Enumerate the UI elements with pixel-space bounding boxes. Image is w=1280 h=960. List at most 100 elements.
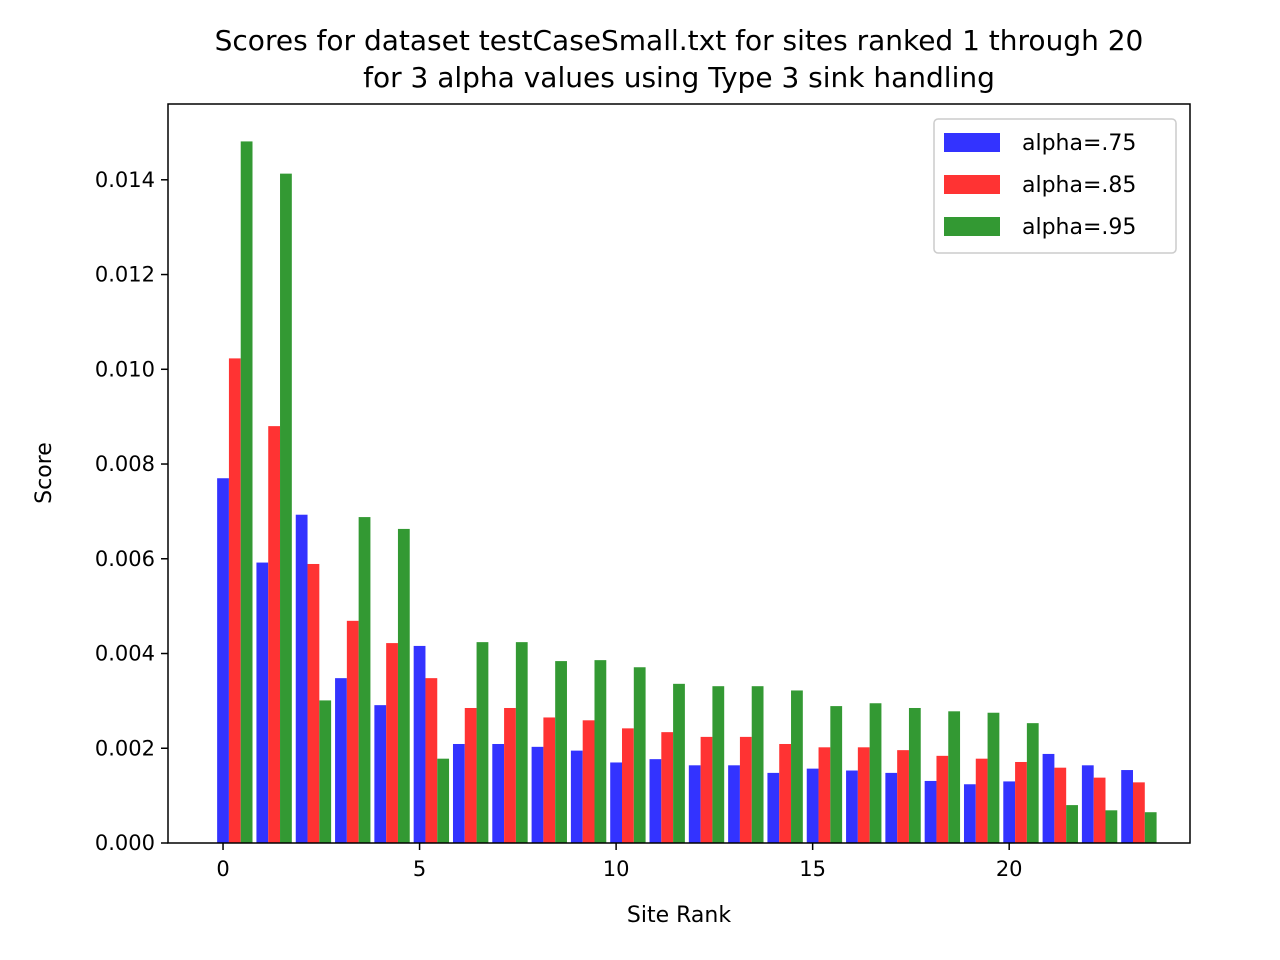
- bar-series-2-rank-20: [1015, 761, 1027, 843]
- bar-series-1-rank-17: [885, 772, 898, 843]
- bar-series-1-rank-1: [256, 562, 269, 843]
- bar-series-2-rank-16: [857, 747, 870, 843]
- legend-label-3: alpha=.95: [1022, 215, 1136, 240]
- bar-series-3-rank-14: [791, 690, 803, 843]
- bar-series-1-rank-19: [963, 784, 976, 843]
- y-tick-label: 0.002: [95, 736, 155, 760]
- bar-series-2-rank-23: [1133, 782, 1145, 843]
- bar-series-1-rank-7: [492, 743, 505, 843]
- bar-series-1-rank-15: [806, 768, 819, 843]
- x-tick-label: 10: [603, 857, 630, 881]
- bar-series-3-rank-0: [240, 141, 253, 844]
- bar-series-2-rank-12: [700, 736, 713, 843]
- y-tick-label: 0.012: [95, 263, 155, 287]
- bar-series-3-rank-19: [987, 712, 1000, 843]
- bar-series-2-rank-22: [1093, 777, 1106, 843]
- chart-title: Scores for dataset testCaseSmall.txt for…: [215, 24, 1144, 57]
- bar-series-1-rank-22: [1081, 765, 1094, 843]
- bar-series-3-rank-10: [633, 667, 646, 843]
- bar-series-1-rank-5: [413, 645, 426, 843]
- bar-series-3-rank-2: [319, 700, 332, 843]
- y-tick-label: 0.000: [95, 831, 155, 855]
- y-tick-label: 0.006: [95, 547, 155, 571]
- bar-series-2-rank-21: [1054, 767, 1067, 843]
- bar-series-1-rank-6: [452, 743, 465, 843]
- bar-series-3-rank-11: [673, 683, 685, 843]
- legend-swatch-2: [944, 175, 1000, 194]
- bar-series-1-rank-11: [649, 759, 662, 843]
- x-tick-label: 20: [996, 857, 1023, 881]
- bar-series-2-rank-19: [975, 758, 988, 843]
- y-axis: 0.000 0.002 0.004 0.006 0.008 0.010 0.012 0.014: [95, 168, 168, 855]
- bar-series-2-rank-3: [346, 620, 359, 843]
- y-tick-label: 0.014: [95, 168, 155, 192]
- bar-series-1-rank-0: [217, 478, 229, 843]
- bar-series-2-rank-8: [543, 717, 556, 843]
- bar-series-2-rank-0: [228, 358, 241, 843]
- y-axis-label: Score: [32, 442, 57, 504]
- bar-series-3-rank-17: [908, 707, 921, 843]
- legend: alpha=.75 alpha=.85 alpha=.95: [933, 118, 1177, 254]
- legend-swatch-3: [944, 217, 1000, 236]
- chart-subtitle: for 3 alpha values using Type 3 sink han…: [363, 61, 995, 94]
- x-tick-label: 0: [216, 857, 229, 881]
- bar-series-1-rank-23: [1121, 770, 1133, 843]
- bar-series-1-rank-8: [531, 746, 544, 843]
- bar-series-3-rank-18: [948, 711, 961, 843]
- bar-series-1-rank-18: [924, 780, 937, 843]
- bar-series-1-rank-10: [610, 762, 622, 843]
- bar-series-3-rank-12: [712, 686, 725, 843]
- bar-series-1-rank-16: [846, 770, 858, 843]
- bar-series-1-rank-14: [767, 772, 780, 843]
- bar-series-2-rank-15: [818, 747, 831, 843]
- x-tick-label: 15: [799, 857, 826, 881]
- bar-series-3-rank-5: [437, 758, 450, 843]
- bar-series-2-rank-1: [268, 426, 281, 843]
- bar-series-2-rank-9: [582, 720, 595, 843]
- bar-series-2-rank-13: [739, 736, 752, 843]
- bar-series-3-rank-1: [280, 173, 292, 843]
- bar-series-3-rank-22: [1105, 810, 1118, 843]
- bar-series-3-rank-9: [594, 660, 607, 843]
- bar-series-3-rank-16: [869, 703, 882, 843]
- x-tick-label: 5: [413, 857, 426, 881]
- bar-series-2-rank-2: [307, 563, 320, 843]
- bars-group: [217, 141, 1157, 844]
- bar-series-1-rank-21: [1042, 753, 1055, 843]
- bar-series-2-rank-14: [779, 743, 792, 843]
- bar-series-3-rank-21: [1066, 805, 1078, 843]
- bar-series-2-rank-5: [425, 678, 438, 843]
- bar-series-1-rank-4: [374, 705, 387, 843]
- bar-series-2-rank-18: [936, 755, 949, 843]
- bar-series-2-rank-11: [661, 732, 674, 843]
- legend-swatch-1: [944, 133, 1000, 152]
- bar-series-1-rank-20: [1003, 781, 1016, 843]
- bar-series-2-rank-6: [464, 707, 477, 843]
- bar-series-3-rank-23: [1144, 812, 1157, 843]
- x-axis-label: Site Rank: [627, 903, 731, 928]
- bar-series-3-rank-6: [476, 642, 489, 843]
- plot-frame: [167, 103, 1191, 844]
- bar-series-1-rank-2: [295, 514, 308, 843]
- bar-series-2-rank-17: [897, 750, 909, 843]
- y-tick-label: 0.010: [95, 357, 155, 381]
- bar-series-1-rank-9: [570, 750, 583, 844]
- bar-series-3-rank-3: [358, 517, 371, 843]
- bar-series-1-rank-12: [688, 765, 701, 843]
- x-axis: 0 5 10 15 20: [216, 843, 1023, 881]
- y-tick-label: 0.008: [95, 452, 155, 476]
- bar-series-2-rank-4: [386, 643, 398, 843]
- bar-series-1-rank-13: [728, 765, 740, 843]
- bar-series-3-rank-20: [1026, 723, 1039, 843]
- bar-series-3-rank-7: [515, 642, 528, 843]
- bar-series-3-rank-13: [751, 686, 764, 843]
- bar-series-2-rank-10: [622, 728, 634, 843]
- y-tick-label: 0.004: [95, 642, 155, 666]
- bar-series-2-rank-7: [504, 707, 516, 843]
- bar-series-3-rank-8: [555, 661, 567, 843]
- legend-label-1: alpha=.75: [1022, 131, 1136, 156]
- bar-series-3-rank-15: [830, 706, 843, 843]
- bar-series-1-rank-3: [335, 678, 347, 843]
- legend-label-2: alpha=.85: [1022, 173, 1136, 198]
